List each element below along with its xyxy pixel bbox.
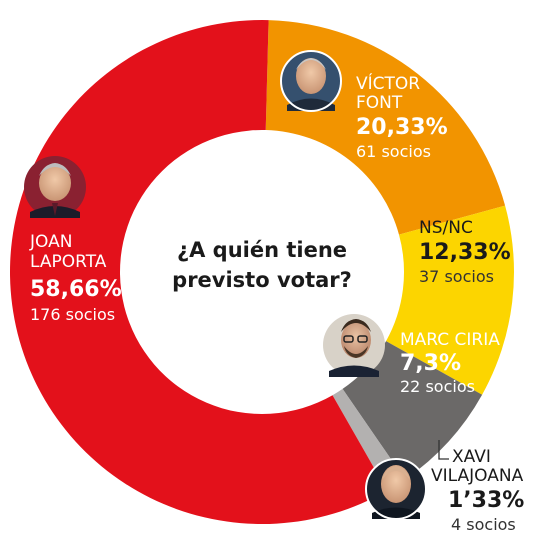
slice-ns-nc bbox=[386, 205, 515, 395]
victor-font-name-line-2: FONT bbox=[356, 93, 403, 113]
ns-nc-name: NS/NC bbox=[419, 218, 473, 238]
label-joan-laporta: JOAN LAPORTA 58,66% 176 socios bbox=[29, 232, 122, 324]
marc-ciria-name: MARC CIRIA bbox=[400, 330, 500, 350]
victor-font-socios: 61 socios bbox=[356, 142, 431, 161]
ns-nc-socios: 37 socios bbox=[419, 267, 494, 286]
joan-laporta-socios: 176 socios bbox=[30, 305, 115, 324]
xavi-vilajoana-portrait bbox=[365, 458, 427, 520]
marc-ciria-portrait bbox=[323, 314, 385, 377]
slice-joan-laporta bbox=[10, 19, 388, 524]
label-victor-font: VÍCTOR FONT 20,33% 61 socios bbox=[356, 72, 448, 161]
joan-laporta-name-line-2: LAPORTA bbox=[30, 252, 107, 272]
xavi-vilajoana-name-line-2: VILAJOANA bbox=[431, 466, 524, 486]
joan-laporta-portrait bbox=[24, 156, 86, 218]
chart-title-line-1: ¿A quién tiene bbox=[177, 238, 347, 262]
joan-laporta-name-line-1: JOAN bbox=[29, 232, 72, 252]
xavi-leader-line bbox=[438, 440, 449, 460]
victor-font-percent: 20,33% bbox=[356, 115, 448, 140]
victor-font-name-line-1: VÍCTOR bbox=[356, 72, 420, 94]
label-xavi-vilajoana: XAVI VILAJOANA 1’33% 4 socios bbox=[431, 447, 524, 534]
joan-laporta-percent: 58,66% bbox=[30, 277, 122, 302]
victor-font-portrait bbox=[280, 50, 342, 112]
label-marc-ciria: MARC CIRIA 7,3% 22 socios bbox=[400, 330, 500, 396]
marc-ciria-socios: 22 socios bbox=[400, 377, 475, 396]
marc-ciria-percent: 7,3% bbox=[400, 351, 461, 376]
chart-title-line-2: previsto votar? bbox=[172, 268, 352, 292]
xavi-vilajoana-socios: 4 socios bbox=[451, 515, 516, 534]
ns-nc-percent: 12,33% bbox=[419, 240, 511, 265]
xavi-vilajoana-name-line-1: XAVI bbox=[452, 447, 491, 467]
label-ns-nc: NS/NC 12,33% 37 socios bbox=[419, 218, 511, 286]
xavi-vilajoana-percent: 1’33% bbox=[448, 488, 524, 513]
